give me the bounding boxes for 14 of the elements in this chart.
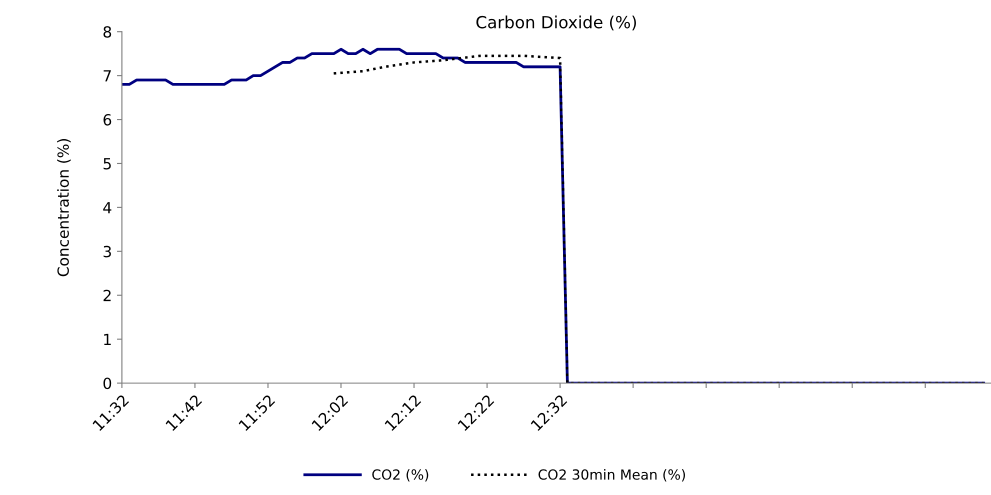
y-tick-label: 3 <box>104 246 111 258</box>
y-tick-label: 8 <box>103 26 112 38</box>
line-series <box>332 54 985 384</box>
chart-title: Carbon Dioxide (%) <box>476 16 636 30</box>
y-tick-label: 5 <box>104 158 111 170</box>
y-tick-label: 2 <box>104 290 111 302</box>
y-tick-label: 4 <box>103 202 112 214</box>
y-axis-title: Concentration (%) <box>57 139 71 276</box>
y-tick-label: 7 <box>104 70 111 82</box>
y-tick-label: 0 <box>103 378 112 390</box>
legend-label: CO2 30min Mean (%) <box>538 469 685 482</box>
legend-label: CO2 (%) <box>372 469 428 482</box>
y-tick-label: 6 <box>104 114 112 126</box>
y-tick-label: 1 <box>104 334 111 346</box>
